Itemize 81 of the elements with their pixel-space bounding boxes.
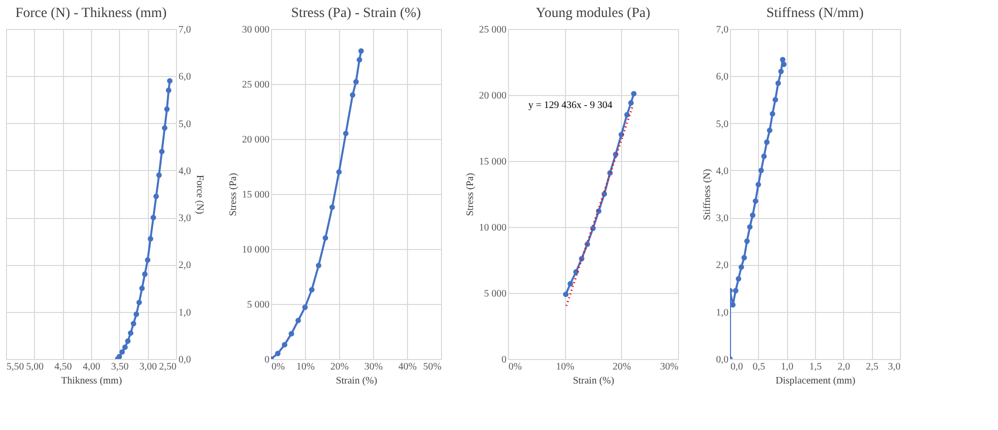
- point: [275, 350, 281, 356]
- point: [336, 169, 342, 175]
- y-tick-label: 6,0: [716, 72, 728, 83]
- point: [358, 48, 364, 54]
- x-tick-label: 0%: [272, 362, 285, 372]
- y-tick-label: 1,0: [716, 307, 728, 318]
- y-tick-label: 25 000: [242, 80, 270, 90]
- x-tick-label: 3,0: [888, 362, 900, 372]
- x-tick-label: 1,5: [809, 362, 822, 372]
- x-tick-label: 0,5: [752, 362, 766, 372]
- chart-title: Force (N) - Thikness (mm): [15, 6, 168, 21]
- y-tick-label: 5,0: [716, 118, 728, 130]
- x-tick-label: 20%: [612, 362, 632, 372]
- point: [288, 330, 294, 336]
- y-tick-label: 5 000: [247, 300, 270, 310]
- chart-title: Stiffness (N/mm): [766, 6, 864, 21]
- x-axis-title: Strain (%): [572, 376, 614, 386]
- x-tick-label: 30%: [660, 362, 678, 372]
- x-tick-label: 0,0: [730, 362, 743, 372]
- point: [343, 130, 349, 136]
- x-tick-label: 5,50: [6, 362, 24, 372]
- y-tick-label: 2,0: [178, 260, 191, 272]
- y-tick-label: 4,0: [716, 166, 728, 177]
- point: [316, 262, 322, 268]
- y-axis-title: Stress (Pa): [228, 172, 239, 216]
- point: [322, 235, 328, 241]
- x-tick-label: 5,00: [26, 362, 44, 372]
- x-axis-title: Thikness (mm): [61, 376, 122, 386]
- y-tick-label: 0: [502, 354, 506, 366]
- y-axis-title: Force (N): [194, 174, 205, 214]
- y-tick-label: 1,0: [178, 307, 191, 318]
- y-tick-label: 15 000: [479, 156, 506, 168]
- y-tick-label: 25 000: [479, 24, 506, 36]
- y-axis-title: Stiffness (N): [702, 168, 713, 220]
- y-tick-label: 30 000: [242, 24, 270, 36]
- x-axis-title: Strain (%): [336, 376, 378, 386]
- x-tick-label: 50%: [423, 362, 442, 372]
- chart-title: Young modules (Pa): [536, 6, 651, 21]
- y-tick-label: 3,0: [716, 213, 728, 224]
- y-tick-label: 0,0: [178, 354, 191, 366]
- point: [302, 304, 308, 310]
- y-tick-label: 7,0: [716, 24, 728, 36]
- x-tick-label: 3,00: [139, 362, 157, 372]
- y-tick-label: 0,0: [716, 354, 728, 366]
- point: [356, 57, 362, 63]
- x-tick-label: 1,0: [780, 362, 794, 372]
- x-tick-label: 2,0: [838, 362, 850, 372]
- point: [329, 204, 335, 210]
- annotation: y = 129 436x - 9 304: [528, 100, 612, 111]
- x-tick-label: 10%: [296, 362, 315, 372]
- y-tick-label: 5 000: [484, 288, 506, 300]
- y-tick-label: 0: [264, 354, 270, 366]
- x-axis-title: Displacement (mm): [776, 376, 856, 386]
- x-tick-label: 20%: [330, 362, 349, 372]
- y-tick-label: 10 000: [242, 244, 270, 256]
- x-tick-label: 3,50: [111, 362, 129, 372]
- point: [309, 286, 315, 292]
- y-tick-label: 5,0: [178, 118, 191, 130]
- y-tick-label: 10 000: [479, 222, 506, 234]
- x-tick-label: 40%: [398, 362, 417, 372]
- x-tick-label: 30%: [364, 362, 383, 372]
- point: [295, 318, 301, 324]
- y-tick-label: 2,0: [716, 260, 728, 272]
- y-tick-label: 3,0: [178, 213, 191, 224]
- x-tick-label: 2,5: [866, 362, 878, 372]
- y-tick-label: 15 000: [242, 190, 270, 200]
- x-tick-label: 10%: [556, 362, 574, 372]
- chart-title: Stress (Pa) - Strain (%): [291, 6, 422, 21]
- x-tick-label: 0%: [508, 362, 522, 372]
- point: [282, 342, 288, 348]
- y-tick-label: 4,0: [178, 166, 191, 177]
- x-tick-label: 4,50: [54, 362, 72, 372]
- y-tick-label: 7,0: [178, 24, 191, 36]
- y-tick-label: 20 000: [242, 134, 270, 146]
- y-tick-label: 20 000: [479, 90, 506, 102]
- x-tick-label: 2,50: [159, 362, 176, 372]
- x-tick-label: 4,00: [82, 362, 100, 372]
- y-axis-title: Stress (Pa): [465, 172, 476, 216]
- point: [350, 92, 356, 98]
- point: [353, 79, 359, 85]
- y-tick-label: 6,0: [178, 72, 191, 83]
